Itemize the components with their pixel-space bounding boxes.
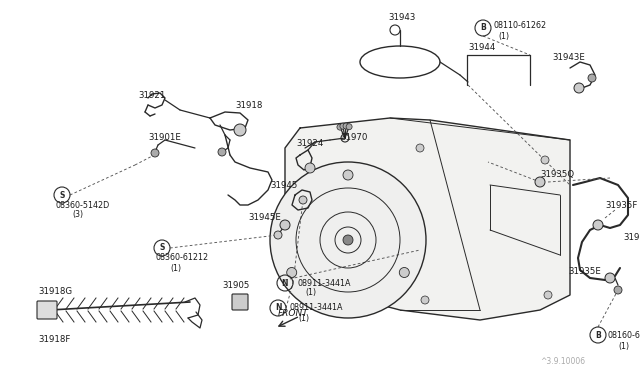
Text: (1): (1) (170, 263, 181, 273)
Text: 31918: 31918 (235, 100, 262, 109)
Text: 08160-61610: 08160-61610 (608, 330, 640, 340)
Text: 31945E: 31945E (248, 214, 281, 222)
FancyBboxPatch shape (37, 301, 57, 319)
Text: 31918G: 31918G (38, 288, 72, 296)
Circle shape (605, 273, 615, 283)
Text: 08911-3441A: 08911-3441A (290, 304, 344, 312)
Text: 31943: 31943 (388, 13, 415, 22)
Circle shape (270, 162, 426, 318)
Text: 31901E: 31901E (148, 134, 181, 142)
Text: 08360-5142D: 08360-5142D (56, 201, 110, 209)
Text: (1): (1) (305, 289, 316, 298)
Text: (1): (1) (498, 32, 509, 42)
Text: 31970: 31970 (340, 134, 367, 142)
Polygon shape (285, 118, 570, 320)
Circle shape (337, 124, 343, 130)
Circle shape (280, 220, 290, 230)
Text: 31935E: 31935E (568, 267, 601, 276)
Text: (1): (1) (298, 314, 309, 323)
Circle shape (588, 74, 596, 82)
Text: 31921: 31921 (138, 90, 165, 99)
Text: N: N (282, 279, 288, 288)
Circle shape (614, 286, 622, 294)
Circle shape (234, 124, 246, 136)
Circle shape (299, 196, 307, 204)
Text: (3): (3) (72, 211, 83, 219)
Text: FRONT: FRONT (278, 308, 308, 317)
Circle shape (287, 267, 297, 278)
Circle shape (343, 235, 353, 245)
Text: S: S (60, 190, 65, 199)
Circle shape (340, 123, 346, 129)
Circle shape (274, 231, 282, 239)
Circle shape (574, 83, 584, 93)
Circle shape (544, 291, 552, 299)
Circle shape (416, 144, 424, 152)
FancyBboxPatch shape (232, 294, 248, 310)
Circle shape (346, 124, 352, 130)
Circle shape (218, 148, 226, 156)
Circle shape (535, 177, 545, 187)
Text: 31918F: 31918F (38, 336, 70, 344)
Text: S: S (159, 244, 164, 253)
Text: 08360-61212: 08360-61212 (155, 253, 208, 263)
Text: 31924: 31924 (296, 138, 323, 148)
Circle shape (399, 267, 410, 278)
Text: 08110-61262: 08110-61262 (494, 20, 547, 29)
Text: B: B (595, 330, 601, 340)
Text: 31935F: 31935F (605, 201, 637, 209)
Text: (1): (1) (618, 343, 629, 352)
Circle shape (593, 220, 603, 230)
Text: 31943E: 31943E (552, 54, 585, 62)
Circle shape (343, 170, 353, 180)
Circle shape (305, 163, 315, 173)
Text: 31935: 31935 (623, 234, 640, 243)
Circle shape (421, 296, 429, 304)
Text: 31944: 31944 (468, 44, 495, 52)
Circle shape (541, 156, 549, 164)
Text: B: B (480, 23, 486, 32)
Circle shape (151, 149, 159, 157)
Text: ^3.9.10006: ^3.9.10006 (540, 357, 585, 366)
Text: 31935Q: 31935Q (540, 170, 574, 180)
Text: 08911-3441A: 08911-3441A (297, 279, 351, 288)
Text: 31905: 31905 (222, 280, 250, 289)
Text: N: N (275, 304, 281, 312)
Circle shape (343, 123, 349, 129)
Text: 31945: 31945 (270, 180, 298, 189)
